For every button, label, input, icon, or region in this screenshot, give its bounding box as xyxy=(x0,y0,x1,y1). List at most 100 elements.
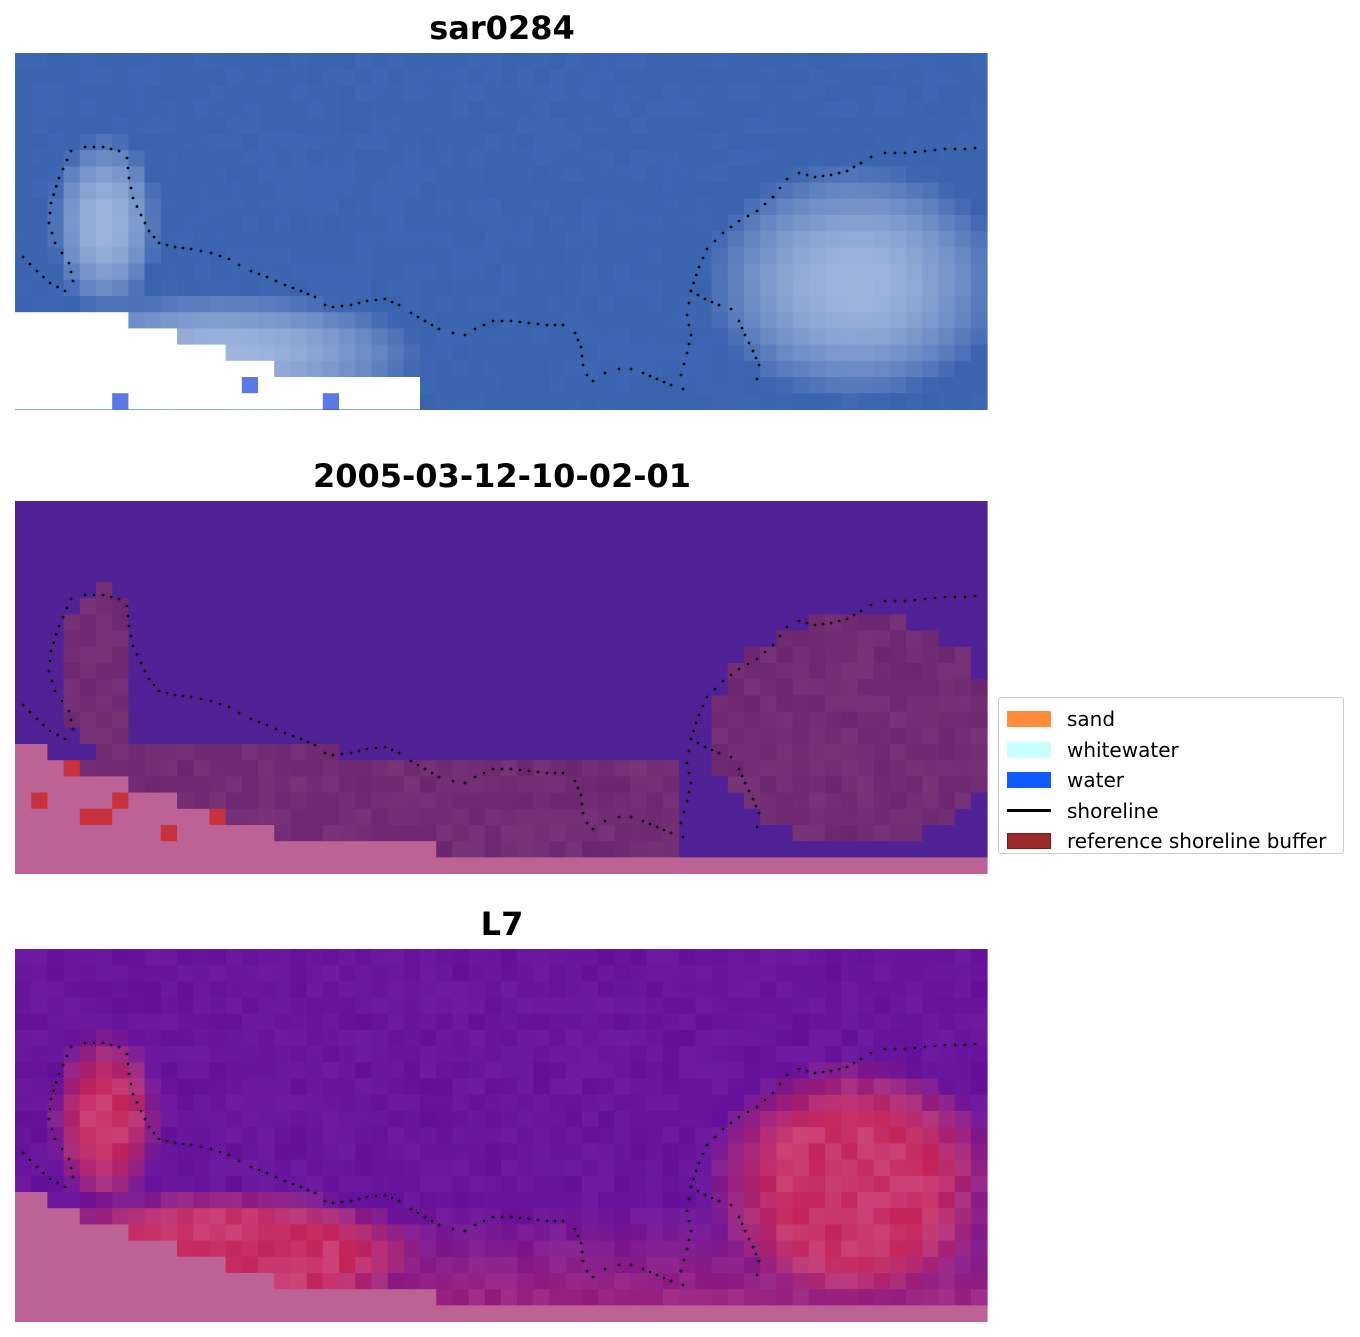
shoreline-dot xyxy=(580,802,584,806)
shoreline-dot xyxy=(125,156,129,160)
shoreline-dot xyxy=(845,169,849,173)
shoreline-dot xyxy=(687,749,691,753)
shoreline-dot xyxy=(291,734,295,738)
shoreline-dot xyxy=(737,1215,741,1219)
shoreline-dot xyxy=(579,793,583,797)
shoreline-dot xyxy=(655,1273,659,1277)
shoreline-dot xyxy=(859,161,863,165)
shoreline-dot xyxy=(48,1177,52,1181)
shoreline-dot xyxy=(778,1082,782,1086)
shoreline-dot xyxy=(694,721,698,725)
shoreline-dot xyxy=(553,323,557,327)
shoreline-dot xyxy=(117,597,121,601)
shoreline-dot xyxy=(913,150,917,154)
shoreline-dot xyxy=(482,323,486,327)
shoreline-dot xyxy=(687,1219,691,1223)
shoreline-dot xyxy=(274,1175,278,1179)
shoreline-dot xyxy=(973,1042,977,1046)
shoreline-dot xyxy=(306,292,310,296)
legend-label-shoreline: shoreline xyxy=(1067,798,1159,823)
shoreline-dot xyxy=(340,752,344,756)
shoreline-dot xyxy=(463,1229,467,1233)
shoreline-dot xyxy=(648,1270,652,1274)
shoreline-dot xyxy=(737,1115,741,1119)
shoreline-dot xyxy=(617,815,621,819)
shoreline-dot xyxy=(561,771,565,775)
shoreline-dot xyxy=(669,383,673,387)
shoreline-dot xyxy=(797,1067,801,1071)
shoreline-dot xyxy=(585,373,589,377)
shoreline-dot xyxy=(451,1227,455,1231)
shoreline-dot xyxy=(701,704,705,708)
shoreline-dot xyxy=(953,595,957,599)
shoreline-dot xyxy=(509,767,513,771)
shoreline-dot xyxy=(397,1199,401,1203)
shoreline-dot xyxy=(754,1252,758,1256)
shoreline-dot xyxy=(409,311,413,315)
shoreline-dot xyxy=(837,619,841,623)
shoreline-dot xyxy=(829,621,833,625)
shoreline-dot xyxy=(423,319,427,323)
shoreline-dot xyxy=(69,1166,73,1170)
shoreline-dot xyxy=(42,1171,45,1175)
shoreline-dot xyxy=(580,1250,584,1254)
shoreline-dot xyxy=(755,377,759,381)
legend-item-shoreline: shoreline xyxy=(1007,796,1335,827)
shoreline-dot xyxy=(771,643,775,647)
shoreline-dot xyxy=(147,1125,151,1129)
shoreline-dot xyxy=(713,687,717,691)
shoreline-dot xyxy=(147,677,151,681)
shoreline-dot xyxy=(923,1045,927,1049)
shoreline-dot xyxy=(365,299,369,303)
shoreline-dot xyxy=(869,603,873,607)
shoreline-dot xyxy=(48,659,52,663)
shoreline-dot xyxy=(299,289,303,293)
shoreline-dot xyxy=(127,1072,131,1076)
shoreline-dot xyxy=(437,775,441,779)
shoreline-dot xyxy=(943,147,947,151)
shoreline-dot xyxy=(63,289,67,293)
shoreline-dot xyxy=(553,771,557,775)
shoreline-dot xyxy=(42,723,45,727)
shoreline-dot xyxy=(349,1199,353,1203)
shoreline-dot xyxy=(237,1159,241,1163)
shoreline-dot xyxy=(430,323,434,327)
shoreline-dot xyxy=(740,1222,744,1226)
shoreline-dot xyxy=(923,597,927,601)
shoreline-dot xyxy=(710,300,714,304)
shoreline-dot xyxy=(617,1263,621,1267)
shoreline-dot xyxy=(705,695,709,699)
shoreline-dot xyxy=(491,1215,495,1219)
raster-cells xyxy=(15,949,988,1322)
shoreline-dot xyxy=(797,171,801,175)
shoreline-dot xyxy=(669,831,673,835)
shoreline-dot xyxy=(679,821,683,825)
shoreline-dot xyxy=(685,761,689,765)
shoreline-dot xyxy=(933,148,937,152)
shoreline-dot xyxy=(813,1071,817,1075)
shoreline-dot xyxy=(721,231,725,235)
shoreline-dot xyxy=(893,599,897,603)
shoreline-dot xyxy=(173,1141,177,1145)
shoreline-dot xyxy=(893,151,897,155)
shoreline-dot xyxy=(63,1185,67,1189)
shoreline-dot xyxy=(662,1276,666,1280)
shoreline-dot xyxy=(689,737,693,741)
shoreline-dot xyxy=(713,239,717,243)
shoreline-dot xyxy=(416,1211,420,1215)
shoreline-dot xyxy=(763,650,767,654)
shoreline-dot xyxy=(933,1044,937,1048)
shoreline-dot xyxy=(173,245,177,249)
cls-raster xyxy=(15,501,988,874)
shoreline-dot xyxy=(129,1082,133,1086)
shoreline-dot xyxy=(365,747,369,751)
shoreline-dot xyxy=(893,1047,897,1051)
shoreline-dot xyxy=(821,174,825,178)
shoreline-dot xyxy=(536,322,540,326)
shoreline-dot xyxy=(527,1217,531,1221)
shoreline-dot xyxy=(60,251,64,255)
shoreline-dot xyxy=(869,155,873,159)
shoreline-dot xyxy=(451,779,455,783)
shoreline-dot xyxy=(92,145,96,149)
shoreline-dot xyxy=(754,804,758,808)
